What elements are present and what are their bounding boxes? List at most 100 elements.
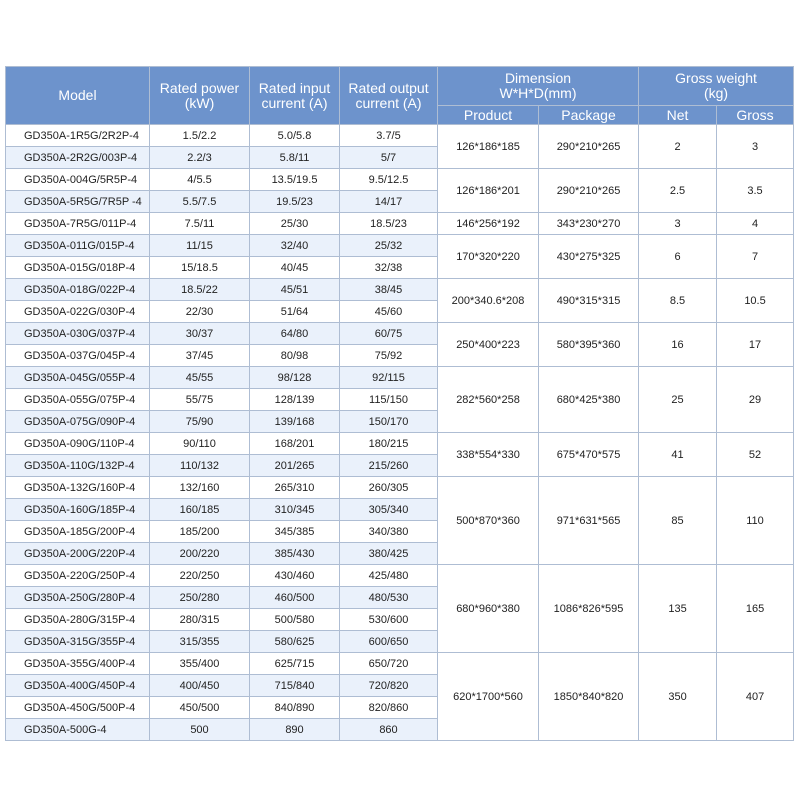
rated-output-cell: 60/75 bbox=[339, 322, 438, 345]
model-cell: GD350A-004G/5R5P-4 bbox=[5, 168, 150, 191]
rated-input-cell: 385/430 bbox=[249, 542, 340, 565]
rated-input-cell: 890 bbox=[249, 718, 340, 741]
net-weight-cell: 8.5 bbox=[638, 278, 718, 323]
spec-table-body: GD350A-1R5G/2R2P-4 1.5/2.2 5.0/5.8 3.7/5 126… bbox=[5, 124, 795, 741]
table-row: GD350A-011G/015P-4 11/15 32/40 25/32 170*320… bbox=[5, 234, 795, 279]
net-weight-cell: 2.5 bbox=[638, 168, 718, 213]
model-cell: GD350A-037G/045P-4 bbox=[5, 344, 150, 367]
model-cell: GD350A-200G/220P-4 bbox=[5, 542, 150, 565]
rated-input-cell: 460/500 bbox=[249, 586, 340, 609]
net-weight-cell: 25 bbox=[638, 366, 718, 433]
rated-output-cell: 25/32 bbox=[339, 234, 438, 257]
dimension-product-cell: 250*400*223 bbox=[437, 322, 539, 367]
gross-weight-cell: 10.5 bbox=[716, 278, 795, 323]
rated-output-cell: 305/340 bbox=[339, 498, 438, 521]
rated-input-cell: 32/40 bbox=[249, 234, 340, 257]
rated-input-cell: 500/580 bbox=[249, 608, 340, 631]
rated-power-cell: 90/110 bbox=[149, 432, 250, 455]
model-cell: GD350A-090G/110P-4 bbox=[5, 432, 150, 455]
net-weight-cell: 85 bbox=[638, 476, 718, 565]
table-row: GD350A-220G/250P-4 220/250 430/460 425/480 6… bbox=[5, 564, 795, 653]
dimension-product-cell: 680*960*380 bbox=[437, 564, 539, 653]
rated-power-cell: 250/280 bbox=[149, 586, 250, 609]
model-cell: GD350A-055G/075P-4 bbox=[5, 388, 150, 411]
header-rated-power: Rated power (kW) bbox=[149, 66, 250, 125]
rated-input-cell: 840/890 bbox=[249, 696, 340, 719]
table-row: GD350A-055G/075P-4 55/75 128/139 115/150 bbox=[5, 388, 794, 411]
model-cell: GD350A-220G/250P-4 bbox=[5, 564, 150, 587]
dimension-product-cell: 620*1700*560 bbox=[437, 652, 539, 741]
rated-output-cell: 530/600 bbox=[339, 608, 438, 631]
gross-weight-cell: 29 bbox=[716, 366, 795, 433]
rated-output-cell: 180/215 bbox=[339, 432, 438, 455]
rated-power-cell: 2.2/3 bbox=[149, 146, 250, 169]
rated-output-cell: 720/820 bbox=[339, 674, 438, 697]
dimension-package-cell: 1086*826*595 bbox=[537, 564, 640, 653]
rated-power-cell: 160/185 bbox=[149, 498, 250, 521]
rated-power-cell: 11/15 bbox=[149, 234, 250, 257]
model-cell: GD350A-075G/090P-4 bbox=[5, 410, 150, 433]
rated-power-cell: 15/18.5 bbox=[149, 256, 250, 279]
model-cell: GD350A-250G/280P-4 bbox=[5, 586, 150, 609]
table-row: GD350A-045G/055P-4 45/55 98/128 92/115 282*5… bbox=[5, 366, 795, 433]
dimension-package-cell: 675*470*575 bbox=[537, 432, 640, 477]
rated-power-cell: 220/250 bbox=[149, 564, 250, 587]
header-gross-weight-text: Gross weight (kg) bbox=[675, 70, 757, 101]
rated-output-cell: 340/380 bbox=[339, 520, 438, 543]
dimension-package-cell: 971*631*565 bbox=[537, 476, 640, 565]
header-rated-power-text: Rated power (kW) bbox=[159, 79, 240, 111]
model-cell: GD350A-5R5G/7R5P -4 bbox=[5, 190, 150, 213]
rated-output-cell: 480/530 bbox=[339, 586, 438, 609]
rated-power-cell: 75/90 bbox=[149, 410, 250, 433]
rated-power-cell: 450/500 bbox=[149, 696, 250, 719]
rated-power-cell: 4/5.5 bbox=[149, 168, 250, 191]
rated-input-cell: 5.0/5.8 bbox=[249, 124, 340, 147]
rated-input-cell: 40/45 bbox=[249, 256, 340, 279]
gross-weight-cell: 165 bbox=[716, 564, 795, 653]
rated-input-cell: 5.8/11 bbox=[249, 146, 340, 169]
net-weight-cell: 16 bbox=[638, 322, 718, 367]
rated-power-cell: 1.5/2.2 bbox=[149, 124, 250, 147]
table-row: GD350A-1R5G/2R2P-4 1.5/2.2 5.0/5.8 3.7/5 126… bbox=[5, 124, 795, 169]
dimension-product-cell: 282*560*258 bbox=[437, 366, 539, 433]
rated-power-cell: 22/30 bbox=[149, 300, 250, 323]
gross-weight-cell: 3.5 bbox=[716, 168, 795, 213]
model-cell: GD350A-500G-4 bbox=[5, 718, 150, 741]
table-row: GD350A-185G/200P-4 185/200 345/385 340/380 bbox=[5, 520, 794, 543]
rated-power-cell: 37/45 bbox=[149, 344, 250, 367]
header-rated-output: Rated output current (A) bbox=[339, 66, 438, 125]
dimension-product-cell: 126*186*201 bbox=[437, 168, 539, 213]
gross-weight-cell: 3 bbox=[716, 124, 795, 169]
rated-input-cell: 625/715 bbox=[249, 652, 340, 675]
model-cell: GD350A-1R5G/2R2P-4 bbox=[5, 124, 150, 147]
header-rated-output-text: Rated output current (A) bbox=[348, 79, 429, 111]
rated-power-cell: 45/55 bbox=[149, 366, 250, 389]
rated-output-cell: 92/115 bbox=[339, 366, 438, 389]
rated-power-cell: 280/315 bbox=[149, 608, 250, 631]
rated-output-cell: 75/92 bbox=[339, 344, 438, 367]
rated-power-cell: 110/132 bbox=[149, 454, 250, 477]
rated-input-cell: 345/385 bbox=[249, 520, 340, 543]
rated-input-cell: 430/460 bbox=[249, 564, 340, 587]
rated-output-cell: 860 bbox=[339, 718, 438, 741]
rated-input-cell: 201/265 bbox=[249, 454, 340, 477]
rated-input-cell: 19.5/23 bbox=[249, 190, 340, 213]
rated-input-cell: 139/168 bbox=[249, 410, 340, 433]
rated-input-cell: 45/51 bbox=[249, 278, 340, 301]
rated-input-cell: 80/98 bbox=[249, 344, 340, 367]
rated-output-cell: 38/45 bbox=[339, 278, 438, 301]
net-weight-cell: 2 bbox=[638, 124, 718, 169]
rated-power-cell: 18.5/22 bbox=[149, 278, 250, 301]
model-cell: GD350A-280G/315P-4 bbox=[5, 608, 150, 631]
model-cell: GD350A-030G/037P-4 bbox=[5, 322, 150, 345]
table-row: GD350A-132G/160P-4 132/160 265/310 260/305 5… bbox=[5, 476, 795, 565]
rated-power-cell: 5.5/7.5 bbox=[149, 190, 250, 213]
rated-output-cell: 150/170 bbox=[339, 410, 438, 433]
rated-input-cell: 580/625 bbox=[249, 630, 340, 653]
table-row: GD350A-110G/132P-4 110/132 201/265 215/260 bbox=[5, 454, 794, 477]
dimension-package-cell: 290*210*265 bbox=[537, 124, 640, 169]
rated-input-cell: 13.5/19.5 bbox=[249, 168, 340, 191]
header-model: Model bbox=[5, 66, 150, 125]
model-cell: GD350A-400G/450P-4 bbox=[5, 674, 150, 697]
net-weight-cell: 135 bbox=[638, 564, 718, 653]
